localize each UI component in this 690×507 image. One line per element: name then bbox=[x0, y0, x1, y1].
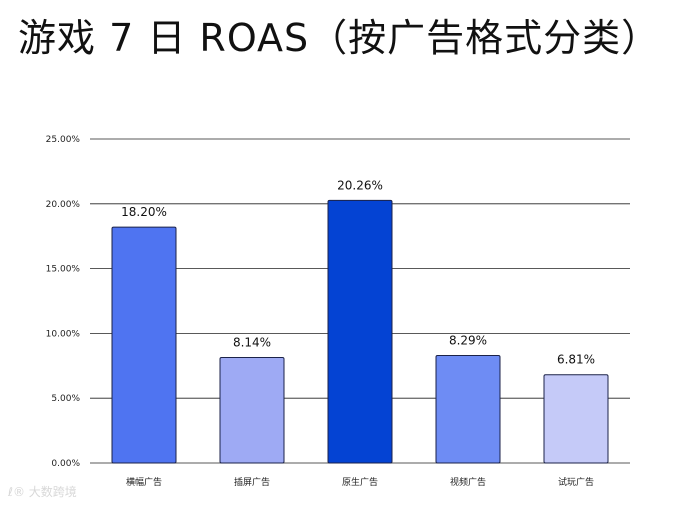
x-tick-label: 横幅广告 bbox=[126, 476, 162, 488]
watermark-logo: ℓ® 大数跨境 bbox=[8, 485, 77, 499]
chart-title: 游戏 7 日 ROAS（按广告格式分类） bbox=[18, 16, 661, 60]
y-tick-label: 0.00% bbox=[51, 459, 80, 469]
bar bbox=[327, 199, 393, 464]
y-tick-label: 10.00% bbox=[46, 329, 81, 339]
y-tick-label: 20.00% bbox=[46, 200, 81, 210]
x-tick-label: 插屏广告 bbox=[234, 476, 270, 488]
y-tick-label: 15.00% bbox=[46, 265, 81, 275]
data-label: 6.81% bbox=[557, 353, 595, 367]
bar bbox=[111, 226, 177, 464]
x-tick-label: 原生广告 bbox=[342, 476, 378, 488]
x-tick-label: 试玩广告 bbox=[558, 476, 594, 488]
y-tick-label: 5.00% bbox=[51, 394, 80, 404]
bar bbox=[435, 355, 501, 464]
bar bbox=[219, 357, 285, 464]
data-label: 8.14% bbox=[233, 336, 271, 350]
data-label: 20.26% bbox=[337, 178, 383, 192]
data-label: 8.29% bbox=[449, 334, 487, 348]
x-tick-label: 视频广告 bbox=[450, 476, 486, 488]
y-tick-label: 25.00% bbox=[46, 135, 81, 145]
bar bbox=[543, 374, 609, 464]
data-label: 18.20% bbox=[121, 205, 167, 219]
